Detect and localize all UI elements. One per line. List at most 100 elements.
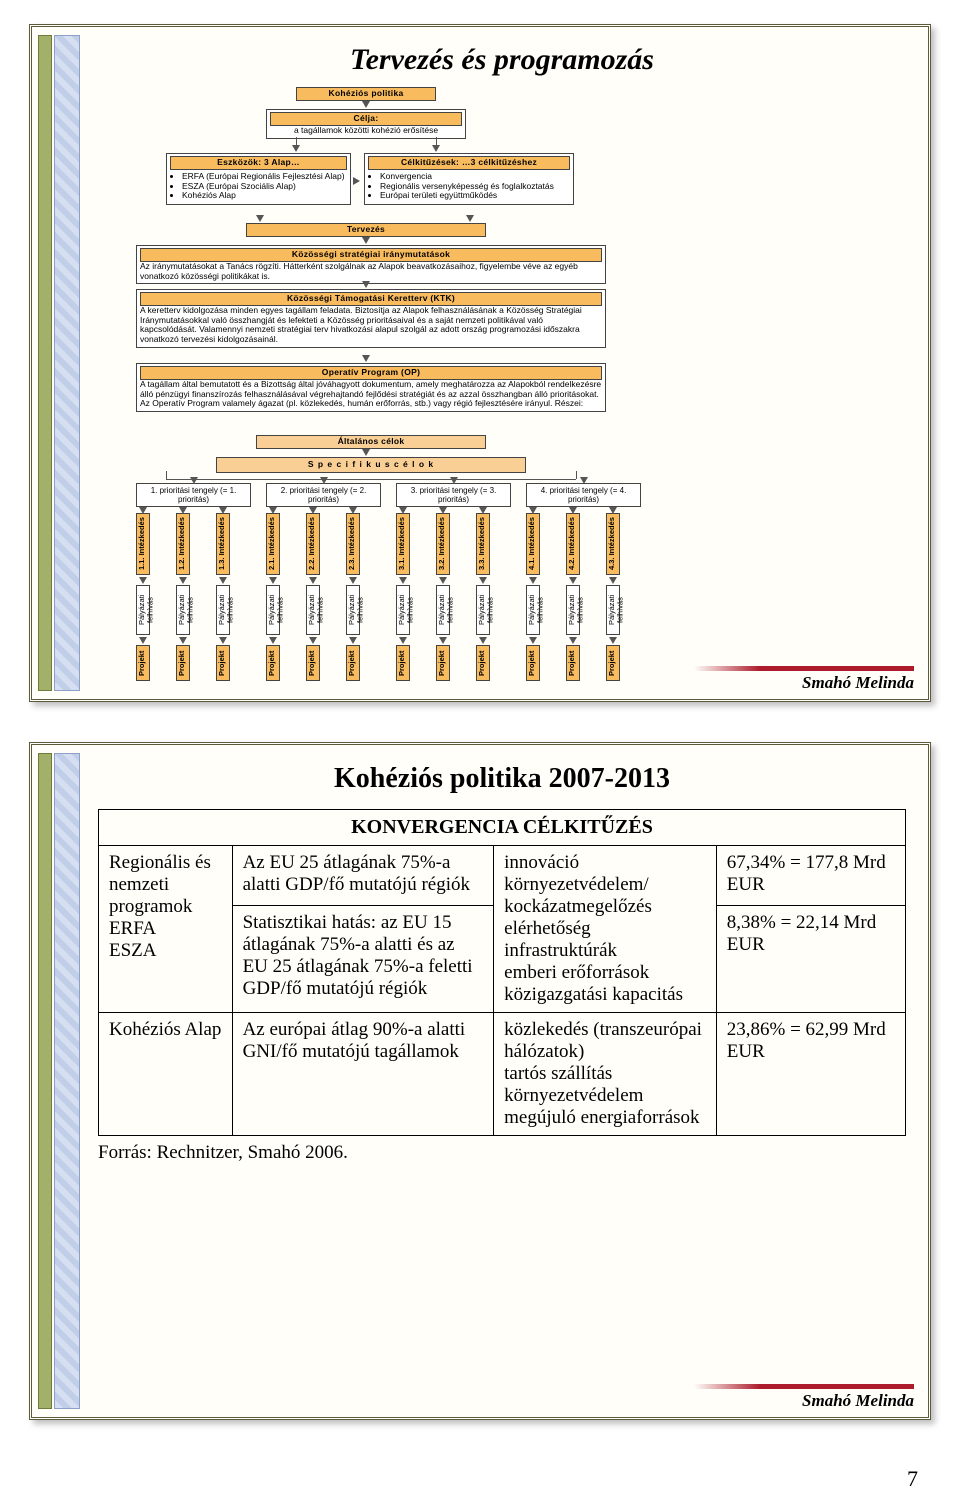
cell-programs-2: Kohéziós Alap — [99, 1013, 233, 1136]
flow-kohezios: Kohéziós politika — [296, 87, 436, 101]
table-span-header: KONVERGENCIA CÉLKITŰZÉS — [99, 810, 906, 846]
arrow-icon — [349, 577, 357, 584]
page: Tervezés és programozás Kohéziós politik… — [0, 24, 960, 1510]
arrow-icon — [569, 507, 577, 514]
flow-palyazat: Pályázati felhívás — [606, 585, 620, 635]
slide-1-content: Tervezés és programozás Kohéziós politik… — [90, 37, 914, 689]
author-name: Smahó Melinda — [694, 1391, 914, 1411]
flow-celkituzesek-hdr: Célkitűzések: …3 célkitűzéshez — [368, 156, 570, 170]
slide-2-title: Kohéziós politika 2007-2013 — [90, 755, 914, 805]
connector — [166, 471, 167, 479]
flow-palyazat: Pályázati felhívás — [136, 585, 150, 635]
flow-celja-body: a tagállamok közötti kohézió erősítése — [270, 126, 462, 136]
flow-tervezes: Tervezés — [246, 223, 486, 237]
author-name: Smahó Melinda — [694, 673, 914, 693]
arrow-icon — [399, 507, 407, 514]
cell-amount-2: 23,86% = 62,99 Mrd EUR — [716, 1013, 905, 1136]
cell-amount-b: 8,38% = 22,14 Mrd EUR — [716, 906, 905, 1013]
arrow-icon — [609, 507, 617, 514]
flow-projekt: Projekt — [136, 645, 150, 681]
flow-projekt: Projekt — [346, 645, 360, 681]
arrow-icon — [399, 637, 407, 644]
arrow-icon — [139, 637, 147, 644]
arrow-icon — [580, 477, 588, 484]
arrow-icon — [439, 507, 447, 514]
flow-intezkedes: 3.1. Intézkedés — [396, 513, 410, 575]
flow-op: Operatív Program (OP) A tagállam által b… — [136, 363, 606, 412]
arrow-icon — [609, 637, 617, 644]
flow-celja: Célja: a tagállamok közötti kohézió erős… — [266, 109, 466, 139]
arrow-icon — [569, 637, 577, 644]
cell-criteria-a: Az EU 25 átlagának 75%-a alatti GDP/fő m… — [232, 846, 494, 906]
arrow-icon — [349, 637, 357, 644]
flow-palyazat: Pályázati felhívás — [476, 585, 490, 635]
flow-ksi: Közösségi stratégiai iránymutatások Az i… — [136, 245, 606, 284]
arrow-icon — [439, 637, 447, 644]
flow-intezkedes: 1.1. Intézkedés — [136, 513, 150, 575]
flow-priority: 3. prioritási tengely (= 3. prioritás) — [396, 483, 511, 507]
cell-amount-a: 67,34% = 177,8 Mrd EUR — [716, 846, 905, 906]
flow-intezkedes: 2.2. Intézkedés — [306, 513, 320, 575]
flow-ktk-body: A keretterv kidolgozása minden egyes tag… — [140, 306, 602, 345]
arrow-icon — [139, 507, 147, 514]
flow-ksi-hdr: Közösségi stratégiai iránymutatások — [140, 248, 602, 262]
arrow-icon — [569, 577, 577, 584]
arrow-icon — [179, 637, 187, 644]
flow-priority: 2. prioritási tengely (= 2. prioritás) — [266, 483, 381, 507]
arrow-icon — [479, 577, 487, 584]
cell-criteria-b: Statisztikai hatás: az EU 15 átlagának 7… — [232, 906, 494, 1013]
flow-projekt: Projekt — [606, 645, 620, 681]
flow-projekt: Projekt — [266, 645, 280, 681]
arrow-icon — [362, 449, 370, 456]
page-number: 7 — [0, 1460, 960, 1510]
arrow-icon — [529, 507, 537, 514]
decor-stripe-blue — [54, 35, 80, 691]
flow-intezkedes: 2.1. Intézkedés — [266, 513, 280, 575]
list-item: Kohéziós Alap — [182, 191, 347, 201]
flow-projekt: Projekt — [436, 645, 450, 681]
flow-projekt: Projekt — [526, 645, 540, 681]
slide-1: Tervezés és programozás Kohéziós politik… — [29, 24, 931, 702]
cell-programs: Regionális és nemzeti programok ERFA ESZ… — [99, 846, 233, 1013]
flow-spec-celok: S p e c i f i k u s c é l o k — [216, 457, 526, 473]
arrow-icon — [269, 507, 277, 514]
flow-eszkozok-hdr: Eszközök: 3 Alap… — [170, 156, 347, 170]
arrow-icon — [349, 507, 357, 514]
flow-alt-celok: Általános célok — [256, 435, 486, 449]
arrow-icon — [320, 477, 328, 484]
arrow-icon — [609, 577, 617, 584]
arrow-icon — [309, 637, 317, 644]
arrow-icon — [190, 477, 198, 484]
flow-palyazat: Pályázati felhívás — [346, 585, 360, 635]
decor-redline — [694, 666, 914, 671]
decor-stripe-blue — [54, 753, 80, 1409]
flow-ksi-body: Az iránymutatásokat a Tanács rögzíti. Há… — [140, 262, 602, 282]
arrow-icon — [139, 577, 147, 584]
flow-celja-hdr: Célja: — [270, 112, 462, 126]
arrow-icon — [219, 507, 227, 514]
arrow-icon — [179, 507, 187, 514]
flow-projekt: Projekt — [476, 645, 490, 681]
arrow-icon — [219, 577, 227, 584]
flow-intezkedes: 4.2. Intézkedés — [566, 513, 580, 575]
flow-intezkedes: 3.2. Intézkedés — [436, 513, 450, 575]
table-row: Regionális és nemzeti programok ERFA ESZ… — [99, 846, 906, 906]
arrow-icon — [362, 101, 370, 108]
author-bar: Smahó Melinda — [694, 666, 914, 693]
arrow-icon — [479, 637, 487, 644]
table-wrap: KONVERGENCIA CÉLKITŰZÉS Regionális és ne… — [90, 805, 914, 1136]
flow-priority: 4. prioritási tengely (= 4. prioritás) — [526, 483, 641, 507]
slide-2: Kohéziós politika 2007-2013 KONVERGENCIA… — [29, 742, 931, 1420]
flow-projekt: Projekt — [396, 645, 410, 681]
arrow-icon — [269, 637, 277, 644]
source-text: Forrás: Rechnitzer, Smahó 2006. — [90, 1136, 914, 1164]
flow-celkituzesek: Célkitűzések: …3 célkitűzéshez Konvergen… — [364, 153, 574, 205]
flow-celkituzesek-list: Konvergencia Regionális versenyképesség … — [380, 172, 570, 201]
arrow-icon — [256, 215, 264, 222]
arrow-icon — [479, 507, 487, 514]
flow-op-body: A tagállam által bemutatott és a Bizotts… — [140, 380, 602, 409]
flowchart: Kohéziós politika Célja: a tagállamok kö… — [96, 87, 656, 687]
policy-table: KONVERGENCIA CÉLKITŰZÉS Regionális és ne… — [98, 809, 906, 1136]
arrow-icon — [432, 145, 440, 152]
flow-intezkedes: 1.2. Intézkedés — [176, 513, 190, 575]
